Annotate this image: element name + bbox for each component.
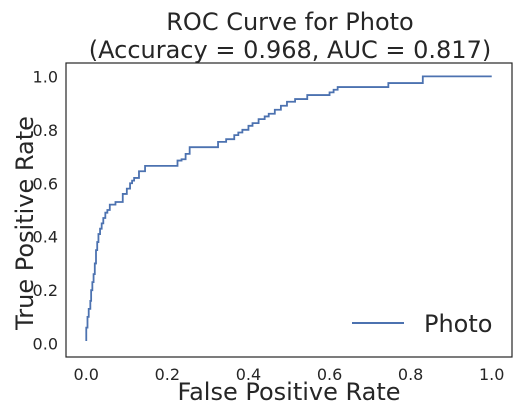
y-tick-label: 0.0 <box>33 335 58 354</box>
y-tick-label: 1.0 <box>33 67 58 86</box>
series-line-photo <box>85 75 492 341</box>
chart-title-line2: (Accuracy = 0.968, AUC = 0.817) <box>89 36 491 64</box>
x-axis-ticks: 0.0 0.2 0.4 0.6 0.8 1.0 <box>74 365 505 384</box>
x-tick-label: 0.4 <box>236 365 261 384</box>
x-tick-label: 0.8 <box>398 365 423 384</box>
y-tick-label: 0.6 <box>33 174 58 193</box>
y-tick-label: 0.2 <box>33 281 58 300</box>
y-tick-label: 0.8 <box>33 121 58 140</box>
plot-frame <box>65 62 513 358</box>
x-tick-label: 1.0 <box>479 365 504 384</box>
x-tick-label: 0.2 <box>155 365 180 384</box>
plot-area <box>65 62 513 358</box>
x-axis-label: False Positive Rate <box>177 378 400 406</box>
y-axis-ticks: 0.0 0.2 0.4 0.6 0.8 1.0 <box>33 67 58 353</box>
series-layer <box>85 75 492 341</box>
x-tick-label: 0.6 <box>317 365 342 384</box>
x-tick-label: 0.0 <box>74 365 99 384</box>
y-tick-label: 0.4 <box>33 228 58 247</box>
legend-label-photo: Photo <box>424 310 492 338</box>
y-axis-label: True Positive Rate <box>11 116 39 331</box>
chart-title-line1: ROC Curve for Photo <box>166 8 413 36</box>
chart-legend: Photo <box>352 310 492 338</box>
